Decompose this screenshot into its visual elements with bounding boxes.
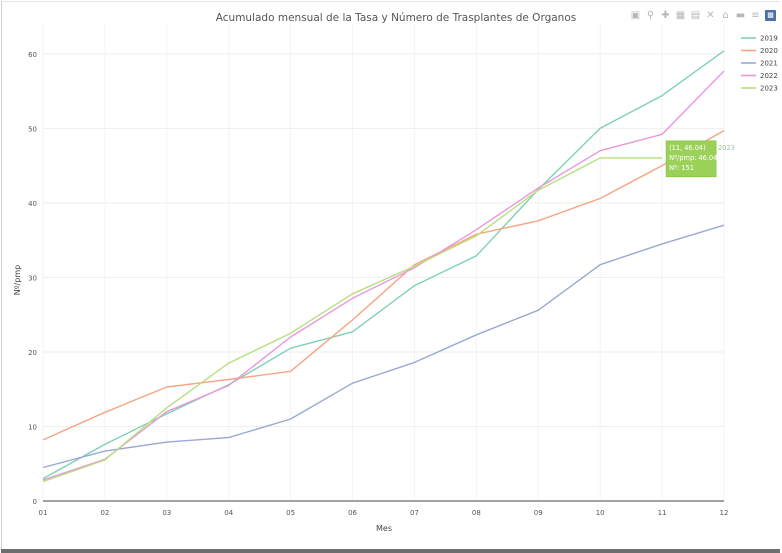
series-lines xyxy=(42,50,725,483)
legend-label: 2023 xyxy=(760,85,778,93)
pan-icon[interactable]: ✚ xyxy=(661,10,670,21)
tooltip-series-label: 2023 xyxy=(718,144,735,152)
y-tick-label: 20 xyxy=(28,349,37,357)
zoom-out-icon[interactable]: ▤ xyxy=(690,10,701,21)
zoom-in-icon[interactable]: ▦ xyxy=(675,10,686,21)
legend-item-2023[interactable]: 2023 xyxy=(741,85,778,93)
tooltip-line: Nº: 151 xyxy=(669,164,694,172)
y-axis-label: Nº/pmp xyxy=(13,265,22,295)
series-line-2020 xyxy=(42,129,725,441)
chart-title: Acumulado mensual de la Tasa y Número de… xyxy=(216,12,576,24)
legend-item-2022[interactable]: 2022 xyxy=(741,72,778,80)
tooltip-line: Nº/pmp: 46.04 xyxy=(669,154,717,162)
x-tick-label: 11 xyxy=(658,509,667,517)
y-tick-label: 10 xyxy=(28,423,37,431)
legend-label: 2019 xyxy=(760,35,778,43)
y-tick-label: 60 xyxy=(28,51,37,59)
tooltip-line: (11, 46.04) xyxy=(669,144,706,152)
x-tick-label: 02 xyxy=(100,509,109,517)
y-tick-label: 40 xyxy=(28,200,37,208)
autoscale-icon[interactable]: ✕ xyxy=(706,10,715,21)
x-tick-label: 04 xyxy=(224,509,233,517)
y-tick-label: 50 xyxy=(28,125,37,133)
y-tick-label: 0 xyxy=(33,498,37,506)
zoom-icon[interactable]: ⚲ xyxy=(646,10,655,21)
x-tick-label: 06 xyxy=(348,509,357,517)
hover-tooltip: (11, 46.04) Nº/pmp: 46.04 Nº: 151 2023 xyxy=(665,140,735,178)
x-tick-label: 01 xyxy=(39,509,48,517)
x-tick-label: 10 xyxy=(596,509,605,517)
x-tick-label: 05 xyxy=(286,509,295,517)
spike-lines-icon[interactable]: ▬ xyxy=(735,10,746,21)
legend-item-2019[interactable]: 2019 xyxy=(741,35,778,43)
axes: 0 10 20 30 40 50 60 01 02 03 04 05 06 07 08 09 10 11 12 xyxy=(28,51,728,517)
x-tick-label: 12 xyxy=(720,509,729,517)
window-scrollbar xyxy=(1,549,780,553)
legend-label: 2021 xyxy=(760,60,778,68)
x-axis-label: Mes xyxy=(376,524,392,533)
legend-label: 2020 xyxy=(760,47,778,55)
plot-modebar: ▣ ⚲ ✚ ▦ ▤ ✕ ⌂ ▬ ≡ ▩ xyxy=(630,10,776,21)
plotly-logo-icon[interactable]: ▩ xyxy=(765,10,776,21)
legend-item-2021[interactable]: 2021 xyxy=(741,60,778,68)
x-tick-label: 08 xyxy=(472,509,481,517)
series-line-2022 xyxy=(42,70,725,481)
legend-item-2020[interactable]: 2020 xyxy=(741,47,778,55)
reset-axes-icon[interactable]: ⌂ xyxy=(722,10,729,21)
series-line-2021 xyxy=(42,224,725,469)
camera-icon[interactable]: ▣ xyxy=(630,10,641,21)
series-line-2019 xyxy=(42,50,725,480)
legend-label: 2022 xyxy=(760,72,778,80)
series-line-2023 xyxy=(42,157,663,483)
compare-hover-icon[interactable]: ≡ xyxy=(751,10,760,21)
x-tick-label: 03 xyxy=(162,509,171,517)
y-tick-label: 30 xyxy=(28,274,37,282)
x-tick-label: 07 xyxy=(410,509,419,517)
x-tick-label: 09 xyxy=(534,509,543,517)
tooltip-box xyxy=(665,140,717,178)
grid-lines xyxy=(42,24,725,501)
legend[interactable]: 2019 2020 2021 2022 2023 xyxy=(741,35,778,93)
